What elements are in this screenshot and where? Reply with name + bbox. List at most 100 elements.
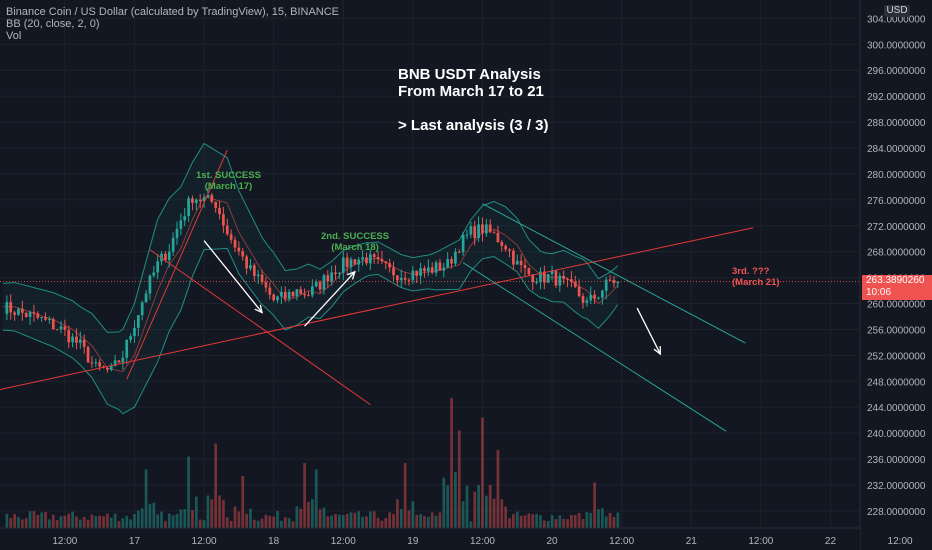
price-tick-label: 256.0000000 <box>867 325 926 336</box>
trendline-rally[interactable] <box>126 149 228 380</box>
volume-bar <box>426 516 430 528</box>
candle <box>144 289 148 303</box>
candle <box>512 248 515 270</box>
volume-bar <box>36 514 40 528</box>
candle-body <box>156 261 160 273</box>
volume-bar <box>399 509 403 528</box>
volume-bar <box>268 515 272 528</box>
candle <box>546 273 550 284</box>
candle <box>252 263 256 282</box>
candle-body <box>612 280 616 284</box>
candle-body <box>372 254 376 257</box>
vol-legend[interactable]: Vol <box>6 30 22 42</box>
candle <box>280 286 283 304</box>
candle <box>484 219 488 237</box>
candle-body <box>523 265 527 269</box>
candle-body <box>276 296 279 301</box>
arrow[interactable] <box>203 240 264 314</box>
candle <box>117 359 121 363</box>
trendline-support[interactable] <box>0 227 754 391</box>
candle-body <box>357 259 361 265</box>
volume-bar <box>349 512 353 528</box>
candle-body <box>280 291 283 297</box>
volume-bar <box>179 509 183 528</box>
volume-bar <box>17 517 20 528</box>
candle <box>13 310 16 321</box>
candle <box>450 256 453 269</box>
volume-bar <box>469 521 473 528</box>
candle-body <box>237 247 241 252</box>
price-tick-label: 268.0000000 <box>867 248 926 259</box>
candle <box>434 260 438 277</box>
price-tick-label: 272.0000000 <box>867 222 926 233</box>
trendline-channel-bottom[interactable] <box>462 262 727 432</box>
candle-body <box>32 312 36 314</box>
volume-bar <box>86 519 90 528</box>
candle-body <box>562 276 566 279</box>
candle <box>125 339 129 365</box>
volume-bar <box>341 514 345 528</box>
bollinger-upper-band <box>2 142 619 333</box>
candle-body <box>252 265 256 277</box>
volume-bar <box>392 514 395 528</box>
candle-body <box>152 272 156 276</box>
trendline-resistance[interactable] <box>149 249 371 406</box>
price-tick-label: 236.0000000 <box>867 455 926 466</box>
arrow[interactable] <box>304 270 356 327</box>
candle <box>426 259 430 277</box>
candle <box>17 307 20 316</box>
price-tick-label: 288.0000000 <box>867 118 926 129</box>
candle-body <box>454 251 457 264</box>
candle <box>171 232 175 256</box>
candle-body <box>477 224 480 238</box>
candle <box>287 288 291 302</box>
second-success-label: 2nd. SUCCESS <box>321 231 390 242</box>
candle <box>183 207 187 227</box>
candle-body <box>17 308 20 315</box>
volume-bar <box>48 519 51 528</box>
volume-bar <box>117 521 121 528</box>
volume-bar <box>523 515 527 528</box>
title-line-1: BNB USDT Analysis <box>398 66 541 83</box>
candle-body <box>24 312 28 317</box>
bb-legend[interactable]: BB (20, close, 2, 0) <box>6 18 100 30</box>
candle <box>187 195 190 223</box>
candle-body <box>51 319 55 330</box>
candle <box>82 334 86 354</box>
arrow-shaft <box>304 271 356 327</box>
price-tick-label: 304.0000000 <box>867 14 926 25</box>
volume-bar <box>28 511 32 528</box>
candle <box>245 254 248 275</box>
candle-body <box>249 265 252 269</box>
candle-body <box>133 327 136 337</box>
candle-body <box>481 224 484 234</box>
first-success-annotation: 1st. SUCCESS (March 17) <box>196 170 261 192</box>
volume-bar <box>318 509 322 528</box>
candle <box>585 296 589 307</box>
candle <box>496 225 500 243</box>
volume-bar <box>527 513 531 528</box>
candle-body <box>531 274 535 283</box>
candle-body <box>330 272 334 282</box>
candle <box>326 270 330 288</box>
candle <box>222 206 225 233</box>
candle <box>357 257 361 272</box>
candle <box>59 321 63 334</box>
candle-body <box>67 329 71 343</box>
symbol-legend[interactable]: Binance Coin / US Dollar (calculated by … <box>6 6 340 18</box>
arrow[interactable] <box>636 307 662 356</box>
candle-body <box>44 317 47 320</box>
trendline-channel-top[interactable] <box>482 203 746 344</box>
candle-body <box>175 228 179 238</box>
candle-body <box>63 326 67 330</box>
currency-badge[interactable]: USD <box>884 5 910 17</box>
candle-body <box>59 326 63 330</box>
candle <box>140 300 144 321</box>
candle <box>365 252 368 266</box>
volume-bar <box>249 508 252 528</box>
volume-bar <box>612 517 616 528</box>
volume-bar <box>496 450 500 528</box>
candle <box>330 265 334 286</box>
candle <box>202 193 206 208</box>
volume-bar <box>484 495 488 528</box>
